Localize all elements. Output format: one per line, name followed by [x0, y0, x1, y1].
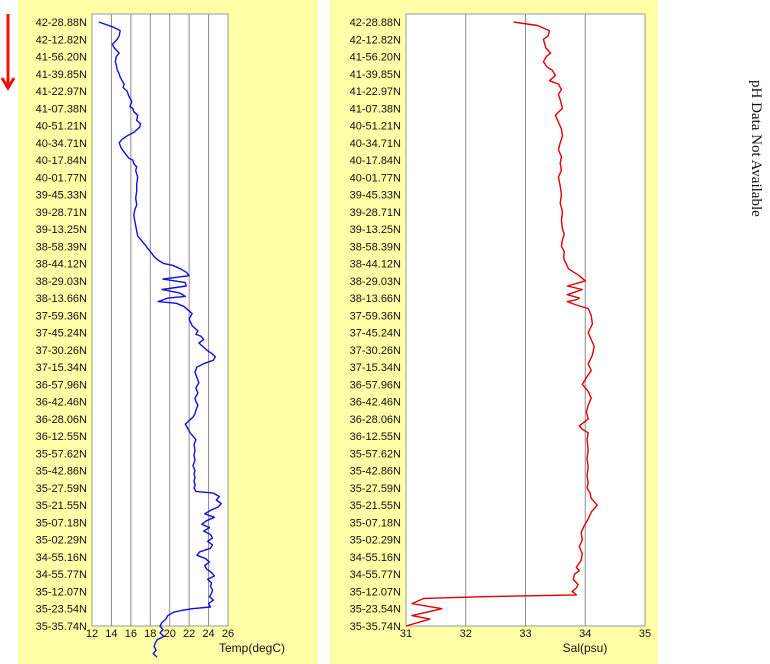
- y-tick-label: 35-23.54N: [350, 604, 401, 616]
- chart-panels: 42-28.88N 42-12.82N 41-56.20N 41-39.85N 41-2…: [18, 0, 658, 664]
- y-tick-label: 35-35.74N: [350, 621, 401, 633]
- x-tick-label: 14: [105, 628, 117, 640]
- y-tick-label: 37-30.26N: [36, 345, 87, 357]
- series-line-1: [405, 21, 598, 627]
- y-tick-label: 38-13.66N: [350, 293, 401, 305]
- y-tick-label: 40-34.71N: [36, 138, 87, 150]
- direction-arrow-icon: [0, 14, 16, 91]
- y-tick-label: 35-42.86N: [36, 466, 87, 478]
- y-tick-label: 38-58.39N: [36, 241, 87, 253]
- plot-area: [92, 14, 228, 626]
- y-tick-label: 35-27.59N: [36, 483, 87, 495]
- y-tick-label: 36-12.55N: [36, 431, 87, 443]
- y-tick-label: 39-28.71N: [36, 207, 87, 219]
- y-tick-label: 39-28.71N: [350, 207, 401, 219]
- y-tick-label: 36-12.55N: [350, 431, 401, 443]
- x-tick-label: 32: [460, 628, 472, 640]
- y-tick-label: 37-45.24N: [36, 328, 87, 340]
- x-tick-label: 33: [519, 628, 531, 640]
- y-tick-label: 34-55.16N: [36, 552, 87, 564]
- y-tick-label: 35-12.07N: [36, 586, 87, 598]
- y-tick-label: 42-12.82N: [350, 34, 401, 46]
- y-tick-label: 39-13.25N: [36, 224, 87, 236]
- x-tick-label: 22: [183, 628, 195, 640]
- y-tick-label: 41-56.20N: [36, 52, 87, 64]
- y-tick-label: 41-56.20N: [350, 52, 401, 64]
- y-tick-label: 36-42.46N: [36, 397, 87, 409]
- y-tick-label: 40-17.84N: [36, 155, 87, 167]
- y-tick-label: 35-57.62N: [350, 448, 401, 460]
- y-tick-label: 41-07.38N: [350, 103, 401, 115]
- y-tick-label: 34-55.77N: [350, 569, 401, 581]
- series-line-1: [98, 21, 222, 658]
- plot-border: [405, 13, 646, 627]
- y-tick-label: 38-44.12N: [350, 259, 401, 271]
- y-tick-label: 41-22.97N: [350, 86, 401, 98]
- x-tick-label: 31: [400, 628, 412, 640]
- y-tick-label: 35-02.29N: [350, 535, 401, 547]
- y-tick-label: 42-28.88N: [36, 17, 87, 29]
- y-tick-label: 34-55.77N: [36, 569, 87, 581]
- y-tick-label: 38-29.03N: [36, 276, 87, 288]
- y-tick-label: 42-12.82N: [36, 34, 87, 46]
- y-tick-label: 37-15.34N: [350, 362, 401, 374]
- y-tick-label: 35-42.86N: [350, 466, 401, 478]
- y-tick-label: 37-59.36N: [350, 310, 401, 322]
- y-tick-label: 40-17.84N: [350, 155, 401, 167]
- x-tick-label: 34: [579, 628, 591, 640]
- x-tick-label: 16: [125, 628, 137, 640]
- y-tick-label: 38-29.03N: [350, 276, 401, 288]
- y-tick-label: 35-02.29N: [36, 535, 87, 547]
- y-tick-label: 36-28.06N: [350, 414, 401, 426]
- y-tick-label: 35-07.18N: [350, 517, 401, 529]
- y-tick-label: 38-44.12N: [36, 259, 87, 271]
- x-tick-label: 18: [144, 628, 156, 640]
- y-tick-label: 36-42.46N: [350, 397, 401, 409]
- y-tick-label: 35-35.74N: [36, 621, 87, 633]
- y-tick-label: 37-30.26N: [350, 345, 401, 357]
- y-tick-label: 39-45.33N: [36, 190, 87, 202]
- y-tick-label: 36-57.96N: [36, 379, 87, 391]
- x-tick-label: 35: [639, 628, 651, 640]
- y-tick-label: 36-57.96N: [350, 379, 401, 391]
- y-tick-label: 40-01.77N: [36, 172, 87, 184]
- y-tick-label: 41-07.38N: [36, 103, 87, 115]
- y-tick-label: 35-57.62N: [36, 448, 87, 460]
- y-tick-label: 35-21.55N: [350, 500, 401, 512]
- x-tick-label: 26: [222, 628, 234, 640]
- x-tick-label: 24: [202, 628, 214, 640]
- chart-panel-1: 42-28.88N 42-12.82N 41-56.20N 41-39.85N 41-2…: [18, 0, 318, 664]
- y-tick-label: 37-45.24N: [350, 328, 401, 340]
- chart-panel-2: 42-28.88N 42-12.82N 41-56.20N 41-39.85N 41-2…: [330, 0, 658, 664]
- x-axis-title: Temp(degC): [219, 641, 285, 655]
- y-tick-label: 37-15.34N: [36, 362, 87, 374]
- y-tick-label: 35-23.54N: [36, 604, 87, 616]
- y-tick-label: 40-51.21N: [36, 121, 87, 133]
- y-tick-label: 35-27.59N: [350, 483, 401, 495]
- y-tick-label: 35-12.07N: [350, 586, 401, 598]
- y-tick-label: 35-07.18N: [36, 517, 87, 529]
- x-tick-label: 20: [164, 628, 176, 640]
- x-axis-title: Sal(psu): [563, 641, 608, 655]
- y-tick-label: 37-59.36N: [36, 310, 87, 322]
- x-tick-label: 12: [86, 628, 98, 640]
- y-tick-label: 40-51.21N: [350, 121, 401, 133]
- y-tick-label: 40-01.77N: [350, 172, 401, 184]
- y-tick-label: 42-28.88N: [350, 17, 401, 29]
- y-tick-label: 38-58.39N: [350, 241, 401, 253]
- y-tick-label: 41-39.85N: [36, 69, 87, 81]
- y-tick-label: 39-13.25N: [350, 224, 401, 236]
- y-tick-label: 41-22.97N: [36, 86, 87, 98]
- y-tick-label: 41-39.85N: [350, 69, 401, 81]
- y-tick-label: 35-21.55N: [36, 500, 87, 512]
- y-tick-label: 34-55.16N: [350, 552, 401, 564]
- arrow-head: [0, 77, 16, 91]
- ph-unavailable-note: pH Data Not Available: [748, 80, 764, 217]
- y-tick-label: 39-45.33N: [350, 190, 401, 202]
- y-tick-label: 40-34.71N: [350, 138, 401, 150]
- y-tick-label: 38-13.66N: [36, 293, 87, 305]
- y-tick-label: 36-28.06N: [36, 414, 87, 426]
